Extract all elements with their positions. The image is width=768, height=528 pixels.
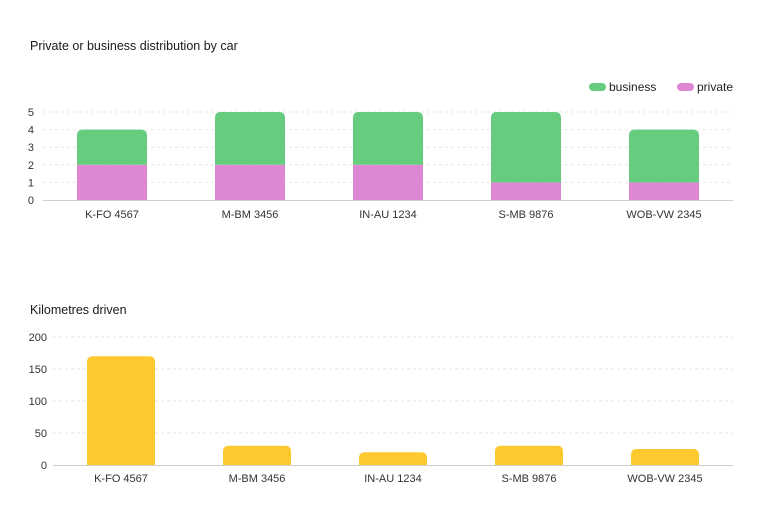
- y-tick-label: 0: [28, 195, 34, 207]
- chart-title-distribution: Private or business distribution by car: [30, 39, 238, 53]
- y-tick-label: 4: [28, 125, 34, 137]
- x-tick-label: WOB-VW 2345: [626, 209, 701, 221]
- y-tick-label: 150: [29, 364, 47, 376]
- bar-business-wob-vw-2345: [629, 129, 699, 183]
- bar-business-s-mb-9876: [491, 112, 561, 183]
- legend-label-business: business: [609, 80, 656, 94]
- bar-km-in-au-1234: [359, 452, 427, 465]
- bar-business-m-bm-3456: [215, 112, 285, 165]
- y-tick-label: 2: [28, 160, 34, 172]
- bar-private-k-fo-4567: [77, 164, 147, 200]
- y-tick-label: 1: [28, 177, 34, 189]
- bar-private-wob-vw-2345: [629, 182, 699, 200]
- x-tick-label: S-MB 9876: [501, 473, 556, 485]
- bar-km-s-mb-9876: [495, 445, 563, 465]
- y-tick-label: 0: [41, 460, 47, 472]
- x-tick-label: K-FO 4567: [94, 473, 148, 485]
- bar-km-m-bm-3456: [223, 445, 291, 465]
- y-tick-label: 3: [28, 142, 34, 154]
- y-tick-label: 200: [29, 332, 47, 344]
- y-tick-label: 5: [28, 107, 34, 119]
- x-tick-label: M-BM 3456: [222, 209, 279, 221]
- legend-label-private: private: [697, 80, 733, 94]
- x-tick-label: WOB-VW 2345: [627, 473, 702, 485]
- y-tick-label: 50: [35, 428, 47, 440]
- x-tick-label: K-FO 4567: [85, 209, 139, 221]
- chart-title-kilometres: Kilometres driven: [30, 303, 127, 317]
- x-tick-label: IN-AU 1234: [359, 209, 416, 221]
- y-tick-label: 100: [29, 396, 47, 408]
- bar-private-in-au-1234: [353, 164, 423, 200]
- bar-km-wob-vw-2345: [631, 449, 699, 465]
- bar-km-k-fo-4567: [87, 356, 155, 465]
- x-tick-label: IN-AU 1234: [364, 473, 421, 485]
- bar-private-m-bm-3456: [215, 164, 285, 200]
- legend-swatch-business: [589, 83, 606, 91]
- bar-business-in-au-1234: [353, 112, 423, 165]
- bar-business-k-fo-4567: [77, 129, 147, 165]
- bar-private-s-mb-9876: [491, 182, 561, 200]
- legend-swatch-private: [677, 83, 694, 91]
- x-tick-label: S-MB 9876: [498, 209, 553, 221]
- x-tick-label: M-BM 3456: [229, 473, 286, 485]
